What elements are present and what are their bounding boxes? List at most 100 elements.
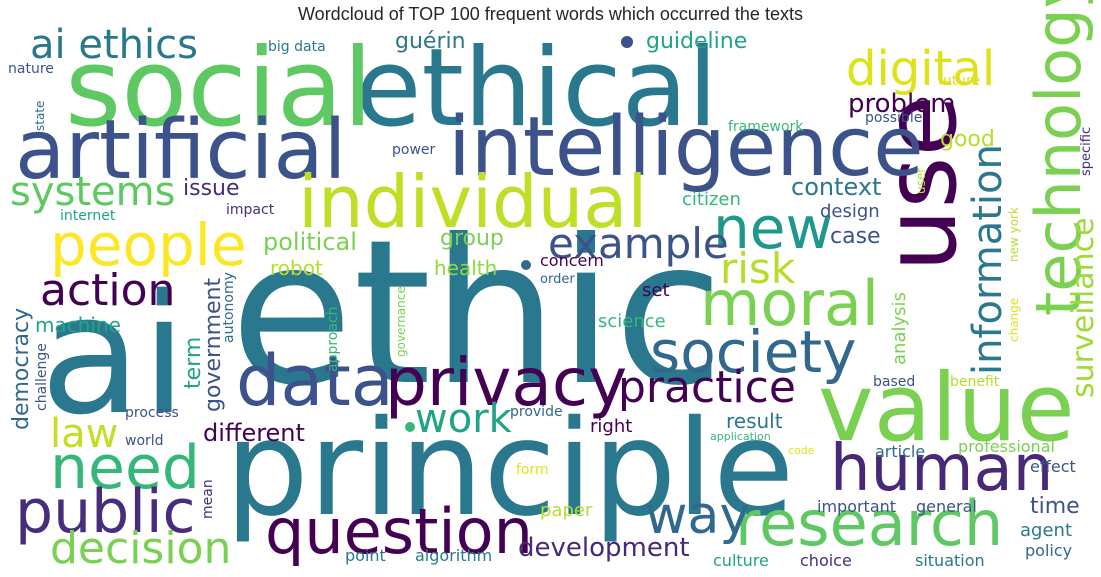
word-point: point <box>345 546 386 565</box>
word-practice: practice <box>618 362 796 413</box>
word-digital: digital <box>846 41 995 97</box>
word-decision: decision <box>50 523 231 574</box>
word-term: term <box>181 337 206 389</box>
word-development: development <box>518 533 690 563</box>
word-machine: machine <box>35 313 121 337</box>
word-application: application <box>710 430 771 443</box>
word-problem: problem <box>848 89 956 119</box>
word-research: research <box>735 487 1003 560</box>
word-example: example <box>548 219 729 268</box>
word-democracy: democracy <box>9 308 34 430</box>
word-human: human <box>830 432 1053 506</box>
word-autonomy: autonomy <box>221 272 237 343</box>
word-use: use <box>862 95 979 272</box>
word-data: data <box>236 340 394 422</box>
word-question: question <box>265 495 533 568</box>
word-professional: professional <box>958 437 1055 456</box>
word-right: right <box>590 416 632 437</box>
word-citizen: citizen <box>682 189 741 210</box>
word-future: future <box>938 73 980 89</box>
word-general: general <box>916 497 977 516</box>
word-agent: agent <box>1020 520 1072 541</box>
word-choice: choice <box>800 551 852 570</box>
word-law: law <box>50 411 118 457</box>
word-process: process <box>125 405 179 421</box>
word-public: public <box>15 477 196 547</box>
word-risk: risk <box>720 244 796 293</box>
word-health: health <box>434 256 497 280</box>
word-governance: governance <box>394 286 408 357</box>
word-world: world <box>125 433 164 449</box>
word-action: action <box>40 265 175 316</box>
word-approach: approach <box>325 306 341 372</box>
word-order: order <box>540 272 575 287</box>
word-situation: situation <box>915 551 985 570</box>
word-mean: mean <box>200 479 216 519</box>
dot-mark <box>521 260 531 270</box>
word-intelligence: intelligence <box>448 100 924 195</box>
word-based: based <box>873 374 915 390</box>
word-information: information <box>965 144 1011 375</box>
word-form: form <box>516 462 549 478</box>
word-principle: principle <box>225 392 794 546</box>
word-provide: provide <box>510 404 563 420</box>
word-robot: robot <box>270 256 323 280</box>
word-systems: systems <box>10 169 175 215</box>
dot-mark <box>621 36 633 48</box>
word-big-data: big data <box>268 39 326 55</box>
word-context: context <box>791 173 881 201</box>
word-effect: effect <box>1030 457 1076 476</box>
word-change: change <box>1007 298 1021 342</box>
word-algorithm: algorithm <box>415 546 492 565</box>
word-need: need <box>50 433 200 503</box>
word-political: political <box>263 228 357 256</box>
word-concern: concern <box>540 251 604 270</box>
word-power: power <box>392 142 436 158</box>
word-culture: culture <box>713 551 769 570</box>
word-privacy: privacy <box>385 344 627 421</box>
word-guérin: guérin <box>395 29 466 54</box>
word-framework: framework <box>728 119 804 135</box>
word-moral: moral <box>700 267 879 340</box>
word-good: good <box>940 127 995 152</box>
word-issue: issue <box>183 176 240 201</box>
word-specific: specific <box>1079 127 1094 176</box>
word-user: user <box>914 168 928 194</box>
word-ethical: ethical <box>355 26 718 151</box>
word-design: design <box>820 201 880 222</box>
word-code: code <box>788 444 815 457</box>
word-time: time <box>1030 494 1080 519</box>
word-people: people <box>50 211 247 279</box>
word-possible: possible <box>865 110 922 126</box>
word-artificial: artificial <box>15 103 346 198</box>
word-internet: internet <box>60 208 116 224</box>
word-individual: individual <box>298 160 647 244</box>
word-challenge: challenge <box>34 343 50 411</box>
word-work: work <box>415 396 513 442</box>
word-surveillance: surveillance <box>1066 217 1101 398</box>
word-impact: impact <box>226 202 275 218</box>
word-guideline: guideline <box>646 29 747 54</box>
chart-title: Wordcloud of TOP 100 frequent words whic… <box>298 4 803 24</box>
word-group: group <box>440 226 504 251</box>
word-society: society <box>650 318 856 386</box>
word-paper: paper <box>540 500 593 521</box>
word-important: important <box>817 497 896 516</box>
word-analysis: analysis <box>889 292 910 365</box>
word-state: state <box>33 101 47 131</box>
word-case: case <box>830 224 881 249</box>
word-ethic: ethic <box>230 197 724 430</box>
word-ai: ai <box>40 259 187 451</box>
word-nature: nature <box>8 61 54 77</box>
word-way: way <box>645 486 750 546</box>
word-science: science <box>598 311 666 332</box>
dot-mark <box>405 422 415 432</box>
word-policy: policy <box>1025 541 1072 560</box>
word-new-york: new york <box>1007 207 1021 262</box>
word-social: social <box>65 26 373 151</box>
word-article: article <box>875 442 925 461</box>
word-value: value <box>818 354 1075 463</box>
word-new: new <box>713 194 833 262</box>
word-result: result <box>726 409 783 433</box>
